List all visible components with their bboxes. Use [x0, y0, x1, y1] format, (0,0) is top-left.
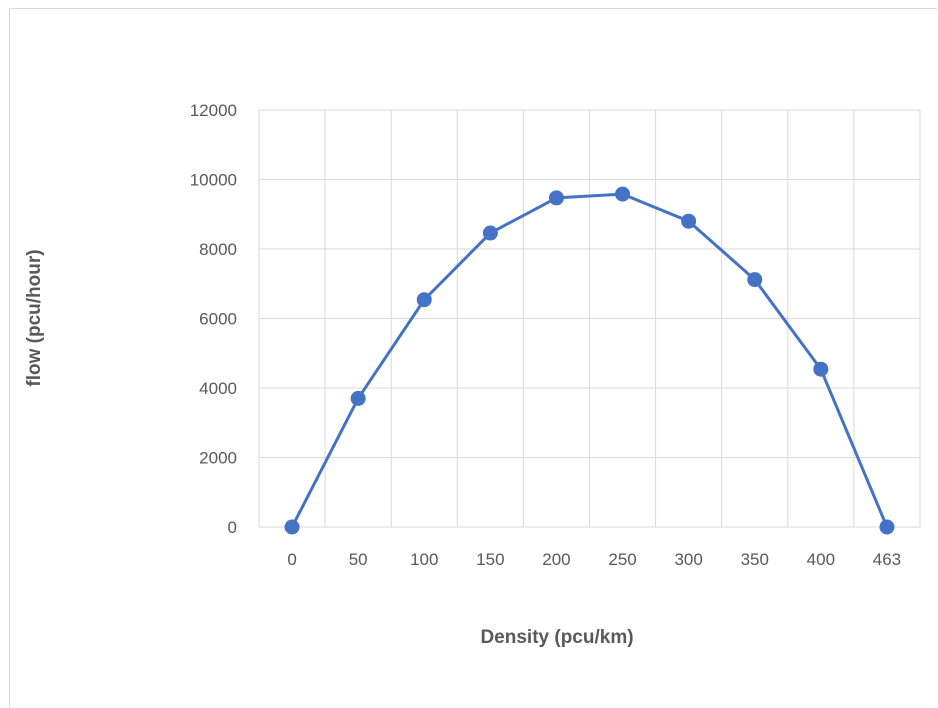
gridlines [258, 109, 921, 528]
y-tick-label: 12000 [190, 101, 237, 120]
x-tick-label: 300 [674, 550, 702, 569]
x-tick-label: 250 [608, 550, 636, 569]
y-axis-ticks: 0 2000 4000 6000 8000 10000 12000 [190, 101, 237, 537]
series-line [290, 192, 889, 528]
data-point [747, 272, 763, 288]
x-tick-label: 100 [410, 550, 438, 569]
x-tick-label: 350 [741, 550, 769, 569]
data-point [615, 186, 631, 202]
x-tick-label: 400 [807, 550, 835, 569]
data-point [350, 390, 366, 406]
y-tick-label: 8000 [199, 240, 237, 259]
data-point [681, 213, 697, 229]
y-tick-label: 0 [228, 518, 237, 537]
x-tick-label: 200 [542, 550, 570, 569]
data-point [482, 225, 498, 241]
x-tick-label: 50 [349, 550, 368, 569]
data-point [813, 361, 829, 377]
y-tick-label: 4000 [199, 379, 237, 398]
y-tick-label: 6000 [199, 310, 237, 329]
x-axis-ticks: 0 50 100 150 200 250 300 350 400 463 [287, 550, 901, 569]
x-tick-label: 463 [873, 550, 901, 569]
y-tick-label: 2000 [199, 449, 237, 468]
x-tick-label: 0 [287, 550, 296, 569]
x-tick-label: 150 [476, 550, 504, 569]
y-axis-title: flow (pcu/hour) [24, 249, 45, 386]
chart-area [9, 8, 937, 708]
series-flow [284, 186, 895, 535]
data-point [284, 519, 300, 535]
y-tick-label: 10000 [190, 171, 237, 190]
x-axis-title: Density (pcu/km) [480, 627, 633, 648]
data-point [416, 292, 432, 308]
data-point [879, 519, 895, 535]
data-point [548, 190, 564, 206]
